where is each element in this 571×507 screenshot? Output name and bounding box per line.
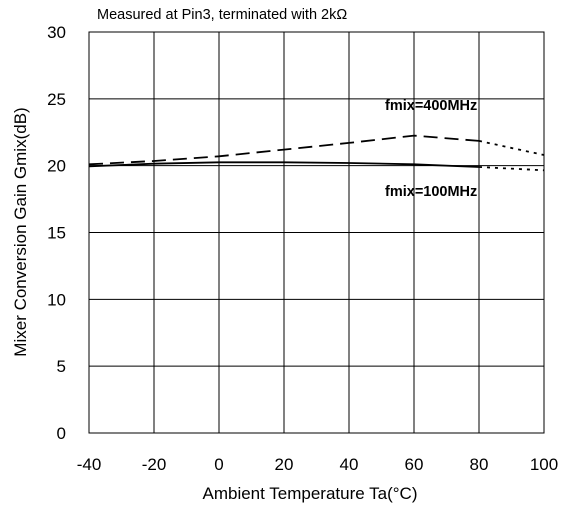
x-tick-label: 0 — [214, 455, 223, 474]
x-tick-label: 80 — [470, 455, 489, 474]
x-tick-label: 20 — [275, 455, 294, 474]
y-tick-label: 15 — [47, 224, 66, 243]
y-tick-label: 5 — [57, 357, 66, 376]
series-line-fmix-400mhz — [88, 134, 480, 166]
x-tick-label: -20 — [142, 455, 167, 474]
y-tick-label: 0 — [57, 424, 66, 443]
measurement-note: Measured at Pin3, terminated with 2kΩ — [97, 7, 347, 23]
y-tick-label: 30 — [47, 23, 66, 42]
series-extrapolation-fmix-100mhz — [478, 166, 545, 172]
y-axis-title: Mixer Conversion Gain Gmix(dB) — [11, 107, 30, 356]
series-label-400mhz: fmix=400MHz — [385, 98, 477, 114]
x-tick-label: 40 — [340, 455, 359, 474]
x-tick-label: 60 — [405, 455, 424, 474]
y-tick-label: 10 — [47, 290, 66, 309]
y-tick-label: 25 — [47, 90, 66, 109]
series-layer — [88, 134, 545, 172]
y-tick-labels: 0 5 10 15 20 25 30 — [47, 23, 66, 443]
x-tick-label: 100 — [530, 455, 558, 474]
series-extrapolation-fmix-400mhz — [478, 140, 545, 156]
x-tick-label: -40 — [77, 455, 102, 474]
y-tick-label: 20 — [47, 157, 66, 176]
series-label-100mhz: fmix=100MHz — [385, 184, 477, 200]
series-line-fmix-100mhz — [88, 161, 480, 168]
x-tick-labels: -40 -20 0 20 40 60 80 100 — [77, 455, 558, 474]
x-axis-title: Ambient Temperature Ta(°C) — [203, 484, 418, 503]
plot-area-frame — [88, 31, 545, 434]
